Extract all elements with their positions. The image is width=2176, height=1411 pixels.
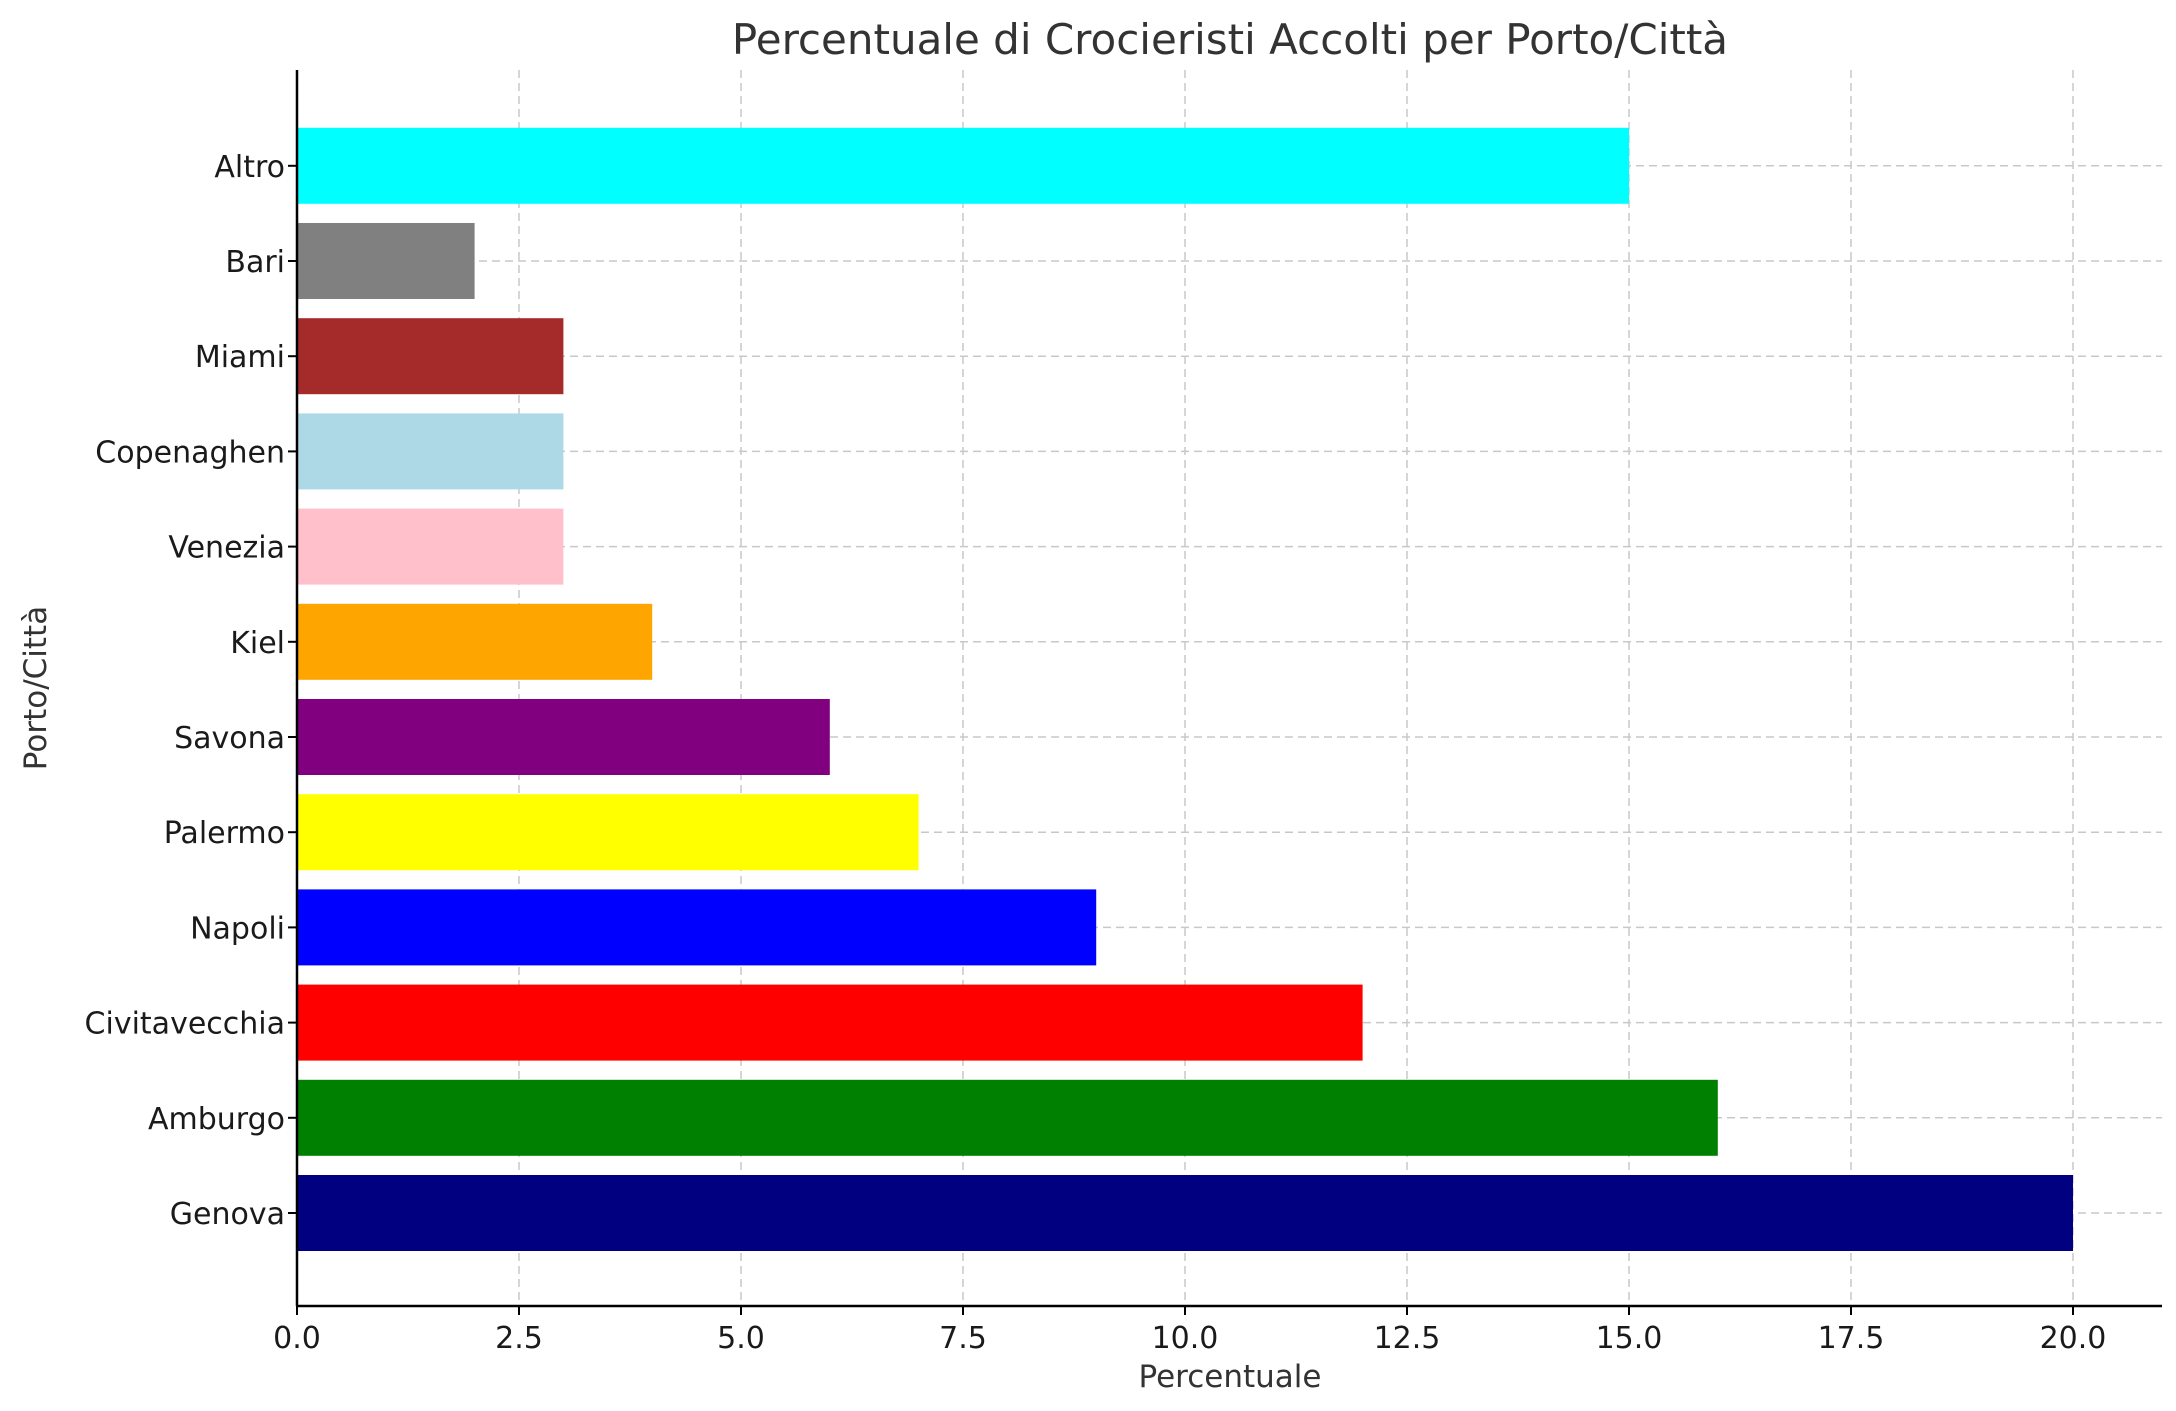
x-ticks: 0.0 2.5 5.0 7.5 10.0 12.5 15.0 17.5 20.0 — [273, 1306, 2106, 1356]
bar-altro — [297, 127, 1629, 204]
y-tick-label: Civitavecchia — [85, 1007, 285, 1042]
x-axis-label: Percentuale — [1139, 1359, 1322, 1395]
bar-amburgo — [297, 1079, 1718, 1156]
x-tick-label: 5.0 — [717, 1321, 765, 1356]
x-tick-label: 7.5 — [939, 1321, 987, 1356]
y-tick-label: Amburgo — [148, 1102, 285, 1137]
bar-copenaghen — [297, 413, 564, 490]
y-tick-label: Napoli — [190, 911, 285, 946]
bar-kiel — [297, 603, 653, 680]
y-tick-label: Genova — [170, 1197, 285, 1232]
y-tick-label: Palermo — [164, 816, 285, 851]
x-tick-label: 0.0 — [273, 1321, 321, 1356]
bar-savona — [297, 699, 830, 775]
x-tick-label: 20.0 — [2040, 1321, 2107, 1356]
bar-venezia — [297, 508, 564, 585]
y-tick-label: Altro — [214, 150, 285, 185]
x-tick-label: 10.0 — [1152, 1321, 1219, 1356]
y-tick-label: Savona — [174, 721, 285, 756]
y-ticks: Genova Amburgo Civitavecchia Napoli Palermo S… — [85, 150, 297, 1232]
x-tick-label: 2.5 — [495, 1321, 543, 1356]
y-tick-label: Venezia — [168, 531, 285, 566]
bars — [297, 127, 2073, 1251]
bar-napoli — [297, 889, 1097, 966]
bar-civitavecchia — [297, 984, 1363, 1061]
y-tick-label: Bari — [225, 245, 285, 280]
bar-miami — [297, 318, 564, 395]
x-tick-label: 12.5 — [1374, 1321, 1441, 1356]
y-axis-label: Porto/Città — [18, 606, 54, 770]
x-tick-label: 17.5 — [1818, 1321, 1885, 1356]
chart-title: Percentuale di Crocieristi Accolti per P… — [732, 15, 1728, 64]
bar-bari — [297, 223, 475, 299]
bar-genova — [297, 1175, 2073, 1251]
y-tick-label: Kiel — [230, 626, 285, 661]
y-tick-label: Copenaghen — [95, 435, 285, 470]
y-tick-label: Miami — [195, 340, 285, 375]
x-tick-label: 15.0 — [1596, 1321, 1663, 1356]
bar-palermo — [297, 794, 919, 871]
